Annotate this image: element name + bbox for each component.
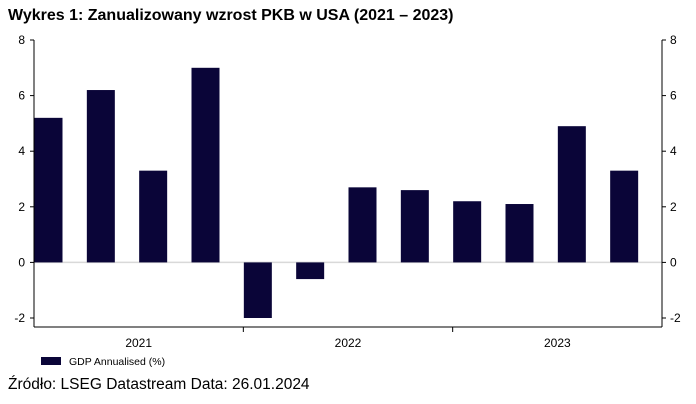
legend-label: GDP Annualised (%) xyxy=(69,356,165,368)
bar-q1-2021 xyxy=(34,117,63,263)
bar-q4-2022 xyxy=(400,190,429,263)
right-y-tick-label: 2 xyxy=(670,200,677,214)
left-y-tick-label: 6 xyxy=(18,89,25,103)
left-y-tick-label: 8 xyxy=(18,33,25,47)
right-y-tick-label: -2 xyxy=(670,311,681,325)
bar-q2-2021 xyxy=(86,90,115,263)
bar-q1-2022 xyxy=(243,262,272,318)
x-year-label: 2022 xyxy=(335,336,362,350)
bar-q2-2023 xyxy=(505,204,534,263)
left-y-tick-label: 2 xyxy=(18,200,25,214)
bar-q4-2021 xyxy=(191,67,220,263)
gdp-bar-chart: -2 -2 0 0 2 2 4 4 6 6 8 8 2021 2022 2023 GDP Annualise… xyxy=(14,33,681,368)
source-note: Źródło: LSEG Datastream Data: 26.01.2024 xyxy=(8,376,310,393)
bar-q2-2022 xyxy=(296,262,325,280)
right-y-tick-label: 0 xyxy=(670,255,677,269)
bar-q4-2023 xyxy=(610,170,639,263)
right-y-tick-label: 8 xyxy=(670,33,677,47)
left-y-tick-label: -2 xyxy=(14,311,25,325)
legend-swatch xyxy=(41,357,61,365)
bar-q3-2021 xyxy=(139,170,168,263)
left-y-tick-label: 0 xyxy=(18,255,25,269)
left-y-tick-label: 4 xyxy=(18,144,25,158)
right-y-tick-label: 4 xyxy=(670,144,677,158)
chart-title: Wykres 1: Zanualizowany wzrost PKB w USA… xyxy=(8,7,454,24)
bar-q3-2023 xyxy=(557,126,586,263)
bar-q3-2022 xyxy=(348,187,377,263)
right-y-tick-label: 6 xyxy=(670,89,677,103)
bar-q1-2023 xyxy=(453,201,482,263)
x-year-label: 2023 xyxy=(544,336,571,350)
x-year-label: 2021 xyxy=(125,336,152,350)
